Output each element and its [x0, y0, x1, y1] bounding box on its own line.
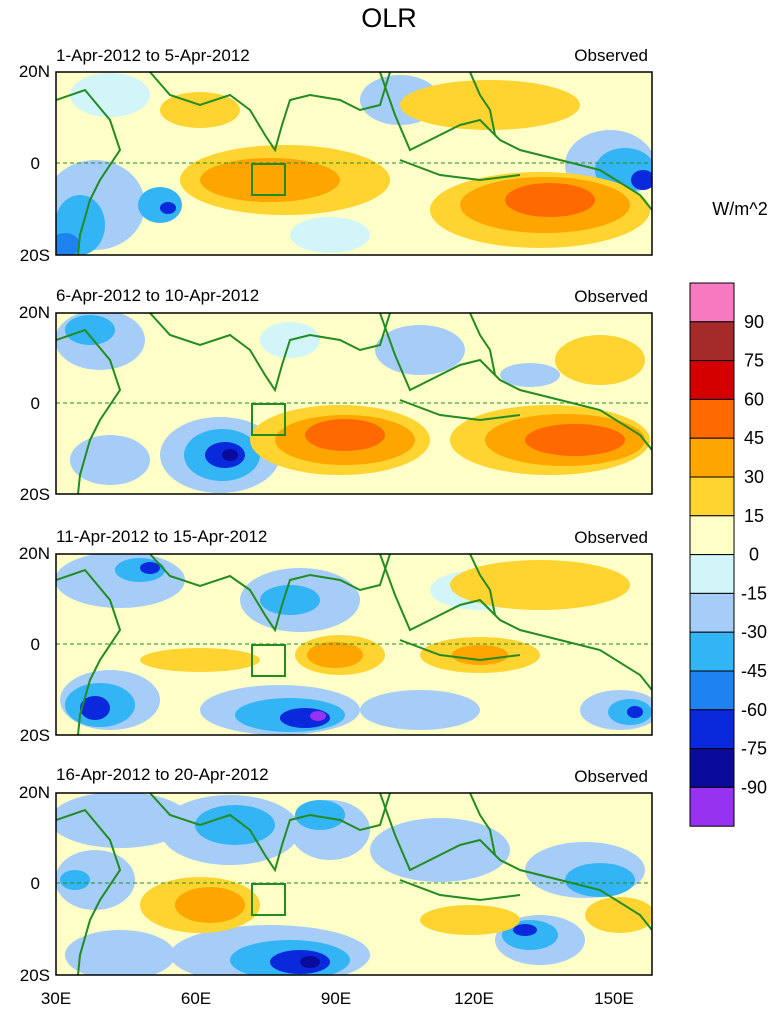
panel-2-coastlines	[56, 313, 652, 494]
lat-tick-0: 0	[31, 635, 40, 654]
colorbar	[689, 282, 735, 827]
colorbar-swatch	[689, 515, 735, 556]
panel-3: 11-Apr-2012 to 15-Apr-2012 Observed	[55, 527, 653, 736]
colorbar-units: W/m^2	[712, 199, 767, 219]
lat-tick-20n: 20N	[19, 544, 50, 563]
lat-tick-20s: 20S	[20, 726, 50, 745]
lat-tick-0: 0	[31, 874, 40, 893]
panel-2-date-range: 6-Apr-2012 to 10-Apr-2012	[56, 286, 259, 305]
panel-4: 16-Apr-2012 to 20-Apr-2012 Observed	[55, 765, 653, 976]
lat-tick-20n: 20N	[19, 303, 50, 322]
colorbar-swatch	[689, 670, 735, 711]
lat-tick-0: 0	[31, 154, 40, 173]
colorbar-swatch	[689, 709, 735, 750]
colorbar-level-label: 0	[749, 545, 759, 565]
lat-tick-20s: 20S	[20, 246, 50, 265]
colorbar-swatch	[689, 554, 735, 594]
panel-1-date-range: 1-Apr-2012 to 5-Apr-2012	[56, 46, 250, 65]
lon-tick-90e: 90E	[321, 989, 351, 1008]
panel-4-legend-label: Observed	[574, 767, 648, 786]
panel-1-coastlines	[56, 72, 652, 255]
panel-1: 1-Apr-2012 to 5-Apr-2012 Observed	[55, 46, 653, 256]
panel-3-olr-field	[56, 554, 652, 735]
panel-3-coastlines	[56, 554, 652, 735]
panel-2-legend-label: Observed	[574, 287, 648, 306]
colorbar-level-label: -60	[741, 700, 767, 720]
colorbar-swatch	[689, 631, 735, 672]
colorbar-swatch	[689, 592, 735, 633]
lat-tick-20n: 20N	[19, 62, 50, 81]
lon-tick-150e: 150E	[594, 989, 634, 1008]
panel-4-olr-field	[56, 793, 652, 975]
colorbar-level-label: 45	[744, 428, 764, 448]
panel-2-olr-field	[56, 313, 650, 493]
panel-3-date-range: 11-Apr-2012 to 15-Apr-2012	[56, 527, 267, 546]
colorbar-swatch	[689, 321, 735, 362]
colorbar-level-label: -30	[741, 622, 767, 642]
colorbar-swatch	[689, 476, 735, 517]
panel-1-legend-label: Observed	[574, 46, 648, 65]
colorbar-swatch	[689, 398, 735, 439]
lat-tick-labels: 20N 0 20S 20N 0 20S 20N 0 20S 20N 0 20S	[19, 62, 50, 985]
colorbar-swatch	[689, 748, 735, 788]
lon-tick-labels: 30E 60E 90E 120E 150E	[41, 989, 634, 1008]
lat-tick-20s: 20S	[20, 966, 50, 985]
colorbar-level-label: 75	[744, 351, 764, 371]
colorbar-swatch	[689, 786, 735, 827]
colorbar-level-label: 30	[744, 467, 764, 487]
colorbar-level-label: 90	[744, 312, 764, 332]
lon-tick-30e: 30E	[41, 989, 71, 1008]
colorbar-swatch	[689, 282, 735, 323]
colorbar-level-label: -45	[741, 661, 767, 681]
colorbar-level-label: -75	[741, 739, 767, 759]
colorbar-level-label: 60	[744, 389, 764, 409]
colorbar-swatch	[689, 360, 735, 400]
panel-3-legend-label: Observed	[574, 528, 648, 547]
figure-title: OLR	[361, 3, 417, 33]
panel-4-date-range: 16-Apr-2012 to 20-Apr-2012	[56, 765, 269, 784]
lon-tick-120e: 120E	[454, 989, 494, 1008]
colorbar-level-label: -15	[741, 583, 767, 603]
colorbar-level-label: -90	[741, 777, 767, 797]
colorbar-swatch	[689, 437, 735, 478]
colorbar-level-label: 15	[744, 506, 764, 526]
lat-tick-20n: 20N	[19, 783, 50, 802]
lat-tick-0: 0	[31, 394, 40, 413]
lon-tick-60e: 60E	[181, 989, 211, 1008]
colorbar-labels: 90 75 60 45 30 15 0 -15 -30 -45 -60 -75 -90	[741, 312, 767, 798]
panel-2: 6-Apr-2012 to 10-Apr-2012 Observed	[55, 286, 653, 495]
panel-4-coastlines	[56, 793, 652, 975]
lat-tick-20s: 20S	[20, 485, 50, 504]
